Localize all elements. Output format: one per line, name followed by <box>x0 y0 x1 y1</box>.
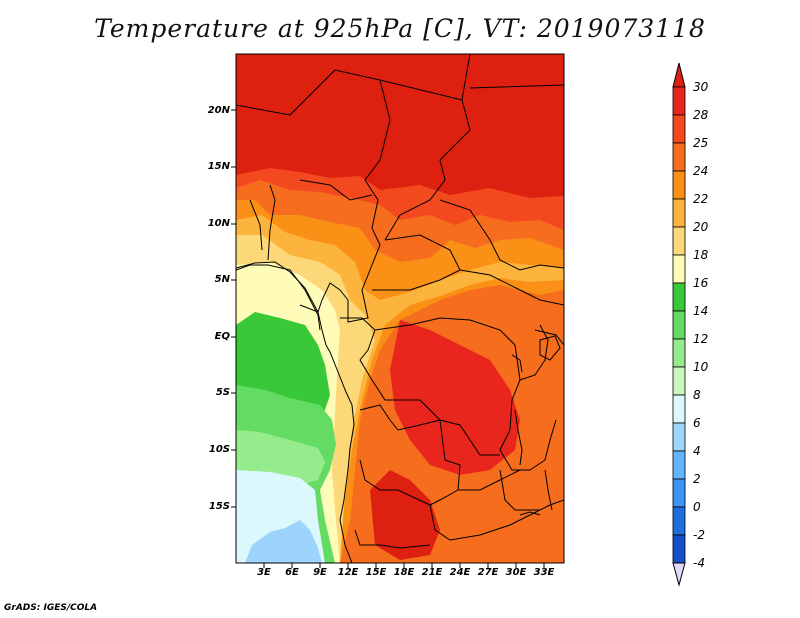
colorbar-swatch <box>672 534 686 564</box>
colorbar <box>672 62 686 587</box>
colorbar-swatch <box>672 450 686 480</box>
colorbar-label-minus2: -2 <box>693 528 705 542</box>
lat-label-20n: 20N <box>207 105 230 116</box>
colorbar-swatch <box>672 422 686 452</box>
colorbar-swatch <box>672 114 686 144</box>
colorbar-label-0: 0 <box>693 500 701 514</box>
lon-label-24e: 24E <box>449 567 471 578</box>
colorbar-label-22: 22 <box>693 192 709 206</box>
lake-victoria <box>539 335 561 361</box>
lon-label-30e: 30E <box>505 567 527 578</box>
lake-tanganyika <box>514 409 523 466</box>
field-core-hot-congo <box>390 320 520 475</box>
colorbar-swatch <box>672 506 686 536</box>
lat-label-15n: 15N <box>207 161 230 172</box>
map-frame <box>235 53 565 564</box>
colorbar-swatch <box>672 226 686 256</box>
field-core-hot-angola <box>370 470 440 560</box>
chart-title: Temperature at 925hPa [C], VT: 201907311… <box>94 14 706 43</box>
lon-label-3e: 3E <box>257 567 271 578</box>
lat-label-10n: 10N <box>207 218 230 229</box>
field-band-12 <box>236 430 325 485</box>
colorbar-label-10: 10 <box>693 360 709 374</box>
colorbar-label-4: 4 <box>693 444 701 458</box>
lat-ticks <box>231 109 236 508</box>
colorbar-label-12: 12 <box>693 332 709 346</box>
colorbar-swatch <box>672 170 686 200</box>
colorbar-swatch <box>672 198 686 228</box>
colorbar-swatch <box>672 366 686 396</box>
coastline <box>236 261 355 563</box>
colorbar-swatch <box>672 310 686 340</box>
colorbar-swatch <box>672 254 686 284</box>
colorbar-label-6: 6 <box>693 416 701 430</box>
colorbar-label-8: 8 <box>693 388 701 402</box>
grads-credit: GrADS: IGES/COLA <box>4 603 98 613</box>
lake-malawi <box>544 469 553 511</box>
lon-label-21e: 21E <box>421 567 443 578</box>
colorbar-bottom-arrow <box>672 562 686 587</box>
colorbar-swatch <box>672 142 686 172</box>
colorbar-swatch <box>672 394 686 424</box>
colorbar-label-30: 30 <box>693 80 709 94</box>
colorbar-label-20: 20 <box>693 220 709 234</box>
colorbar-top-arrow <box>672 62 686 88</box>
colorbar-swatch <box>672 338 686 368</box>
lon-label-27e: 27E <box>477 567 499 578</box>
colorbar-label-18: 18 <box>693 248 709 262</box>
lon-label-33e: 33E <box>533 567 555 578</box>
colorbar-swatch <box>672 282 686 312</box>
lat-label-eq: EQ <box>214 331 230 342</box>
lakes <box>514 335 561 516</box>
colorbar-label-16: 16 <box>693 276 709 290</box>
lon-label-6e: 6E <box>285 567 299 578</box>
colorbar-label-14: 14 <box>693 304 709 318</box>
colorbar-label-24: 24 <box>693 164 709 178</box>
field-core-hot-north <box>236 54 564 180</box>
lat-label-5n: 5N <box>214 274 230 285</box>
lon-label-18e: 18E <box>393 567 415 578</box>
colorbar-label-25: 25 <box>693 136 709 150</box>
colorbar-label-28: 28 <box>693 108 709 122</box>
colorbar-swatch <box>672 478 686 508</box>
field-band-8 <box>245 520 322 563</box>
colorbar-label-minus4: -4 <box>693 556 705 570</box>
colorbar-label-2: 2 <box>693 472 701 486</box>
colorbar-swatch <box>672 86 686 116</box>
lat-label-5s: 5S <box>215 387 230 398</box>
lon-label-9e: 9E <box>313 567 327 578</box>
lake-kariba <box>519 511 541 516</box>
lat-label-10s: 10S <box>208 444 230 455</box>
country-boundaries <box>236 54 564 549</box>
temperature-field <box>236 54 564 563</box>
lon-label-12e: 12E <box>337 567 359 578</box>
lon-ticks <box>263 563 545 568</box>
lat-label-15s: 15S <box>208 501 230 512</box>
lon-label-15e: 15E <box>365 567 387 578</box>
